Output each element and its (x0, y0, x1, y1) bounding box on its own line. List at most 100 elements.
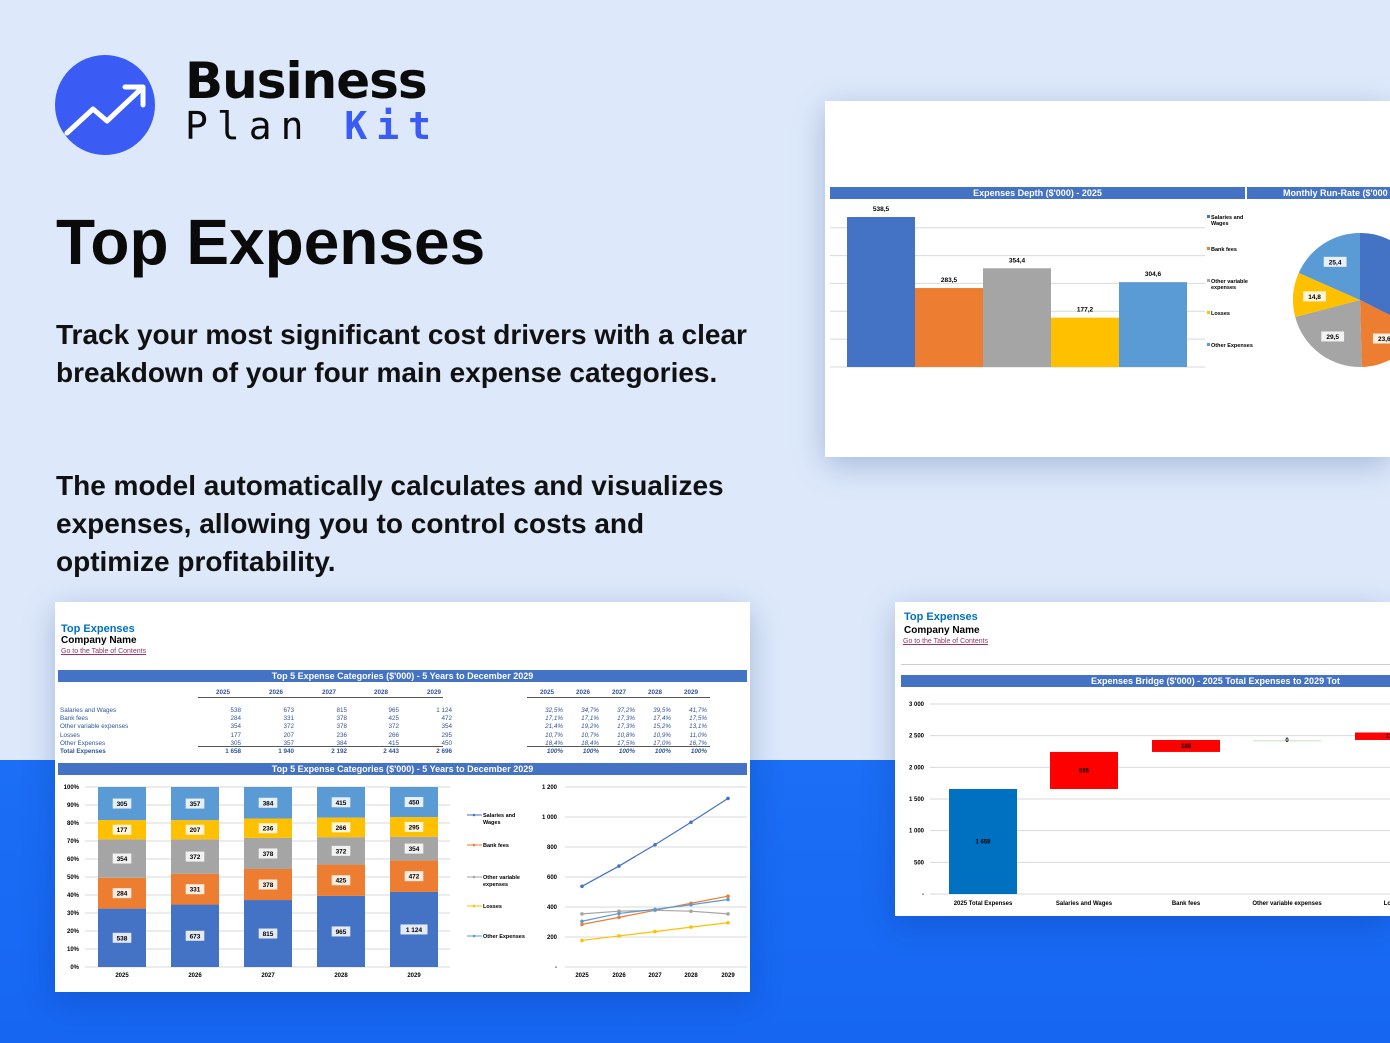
segment-data-label: 1 124 (406, 927, 423, 934)
cell-value: 354 (230, 723, 241, 730)
segment-data-label: 378 (263, 882, 274, 889)
cell-pct: 10,7% (545, 732, 563, 739)
cell-pct: 17,1% (545, 715, 563, 722)
pie-data-label-box (1303, 291, 1326, 302)
x-tick-label: Los (1384, 901, 1390, 907)
cell-pct: 10,7% (581, 732, 599, 739)
cell-pct: 17,5% (689, 715, 707, 722)
legend-label: Bank fees (483, 843, 509, 849)
segment-data-label: 673 (190, 933, 201, 940)
total-label: Total Expenses (60, 748, 106, 755)
cell-value: 378 (336, 715, 347, 722)
y-tick-label: 1 500 (909, 797, 925, 803)
logo-plan-kit: Plan Kit (185, 104, 441, 148)
legend-marker (472, 813, 476, 817)
cell-value: 207 (283, 732, 294, 739)
total-pct: 100% (654, 748, 671, 755)
logo-business: Business (185, 52, 428, 110)
pie-slice-losses (1293, 272, 1360, 318)
y-tick-label: 1 000 (909, 829, 925, 835)
legend-label: Salaries and (483, 813, 515, 819)
legend-label: Other variable (1211, 279, 1248, 285)
cell-pct: 37,2% (617, 707, 635, 714)
segment-data-label: 415 (336, 800, 347, 807)
expenses-table: 2025 2025 2026 2026 2027 2027 2028 2028 2029 2029… (55, 602, 750, 762)
line-point (726, 894, 730, 898)
segment-data-label: 177 (117, 827, 128, 834)
bar-other-expenses (1119, 282, 1187, 367)
pct-year-header: 2025 (539, 689, 554, 696)
total-pct: 100% (582, 748, 599, 755)
segment-data-label-box (404, 797, 424, 808)
bar-data-label: 0 (1285, 738, 1289, 744)
cell-pct: 18,4% (581, 740, 599, 747)
cell-value: 472 (441, 715, 452, 722)
segment-data-label-box (112, 932, 132, 943)
line-point (580, 938, 584, 943)
cell-value: 354 (441, 723, 452, 730)
cell-value: 538 (230, 707, 241, 714)
waterfall-bar (1355, 732, 1390, 740)
y-tick-label: 100% (64, 785, 80, 791)
divider (901, 664, 1390, 665)
segment-data-label: 236 (263, 826, 274, 833)
segment-data-label: 357 (190, 801, 201, 808)
cell-value: 1 124 (436, 707, 452, 714)
cell-value: 266 (388, 732, 399, 739)
cell-value: 305 (230, 740, 241, 747)
y-tick-label: 800 (547, 845, 558, 851)
segment-data-label-box (112, 798, 132, 809)
legend-swatch (1207, 311, 1210, 314)
expenses-bridge-card: Top Expenses Company Name Go to the Tabl… (895, 602, 1390, 916)
segment-data-label-box (258, 928, 278, 939)
line-point (689, 902, 693, 907)
legend-marker (472, 904, 476, 908)
bridge-chart-svg: - 500 1 000 1 500 2 000 2 500 3 000 1 658 2025 T… (909, 702, 1390, 907)
pct-year-header: 2028 (647, 689, 662, 696)
segment-data-label-box (331, 875, 351, 886)
pie-slice-bank-fees (1360, 300, 1390, 367)
y-tick-label: 400 (547, 905, 558, 911)
x-tick-label: 2025 (575, 973, 589, 979)
x-tick-label: 2028 (334, 973, 348, 979)
row-label: Other variable expenses (60, 723, 129, 730)
pct-year-header: 2029 (683, 689, 698, 696)
total-pct: 100% (618, 748, 635, 755)
bar-losses (1051, 317, 1119, 367)
bridge-chart-header: Expenses Bridge ($'000) - 2025 Total Exp… (901, 675, 1390, 687)
x-tick-label: Other variable expenses (1252, 901, 1322, 907)
total-value: 1 658 (225, 748, 241, 755)
waterfall-bar (1152, 739, 1220, 752)
top-expenses-sheet-card: Top Expenses Company Name Go to the Tabl… (55, 602, 750, 992)
segment-data-label: 450 (409, 800, 420, 807)
line-point (580, 922, 584, 927)
cell-value: 295 (441, 732, 452, 739)
line-point (653, 842, 657, 847)
segment-data-label: 295 (409, 824, 420, 831)
cell-value: 378 (336, 723, 347, 730)
segment-data-label: 354 (117, 856, 128, 863)
legend-marker (472, 843, 476, 847)
cell-pct: 17,3% (617, 715, 635, 722)
cell-value: 415 (388, 740, 399, 747)
cell-value: 965 (388, 707, 399, 714)
line-point (617, 864, 621, 868)
pct-year-header: 2027 (611, 689, 626, 696)
rule (198, 746, 443, 747)
line-point (580, 912, 584, 916)
y-tick-label: 0% (70, 965, 79, 971)
cell-value: 450 (441, 740, 452, 747)
x-tick-label: 2025 (115, 973, 129, 979)
toc-link[interactable]: Go to the Table of Contents (903, 638, 989, 645)
year-header: 2027 (321, 689, 336, 696)
toc-link[interactable]: Go to the Table of Contents (61, 648, 147, 655)
rule (198, 697, 443, 698)
segment-data-label: 305 (117, 801, 128, 808)
segment-data-label: 207 (190, 827, 201, 834)
year-header: 2025 (215, 689, 230, 696)
total-value: 2 696 (436, 748, 452, 755)
y-tick-label: 70% (67, 839, 80, 845)
cell-value: 357 (283, 740, 294, 747)
pie-data-label-box (1321, 331, 1345, 342)
legend-label: Other Expenses (1211, 343, 1253, 349)
